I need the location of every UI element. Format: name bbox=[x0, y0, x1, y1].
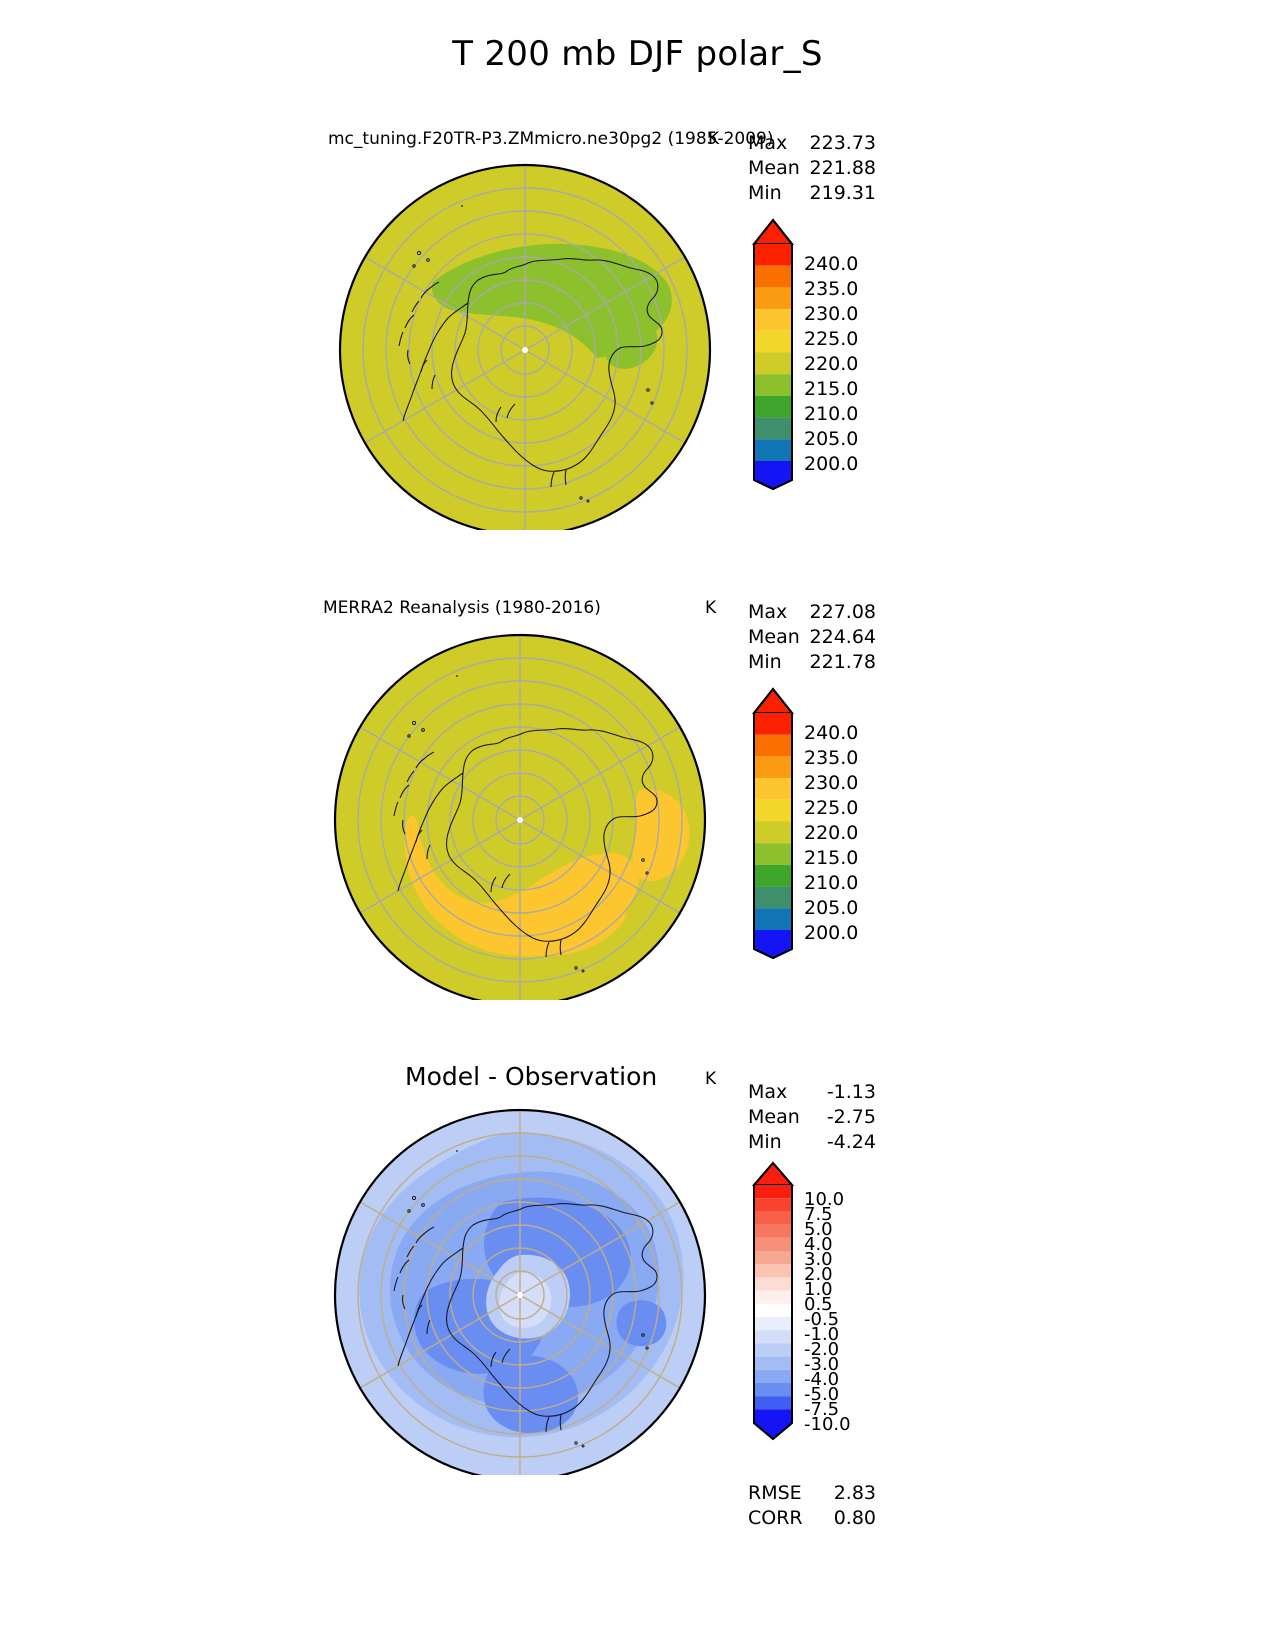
islands bbox=[407, 1150, 649, 1448]
stat-label: Min bbox=[748, 651, 782, 673]
stat-label: Min bbox=[748, 182, 782, 204]
colorbar-model: 240.0 235.0 230.0 225.0 220.0 215.0 210.… bbox=[751, 214, 858, 495]
cbar-tick: 205.0 bbox=[804, 897, 859, 919]
stat-label: Max bbox=[748, 132, 788, 154]
panel-observation: MERRA2 Reanalysis (1980-2016) K Max 227.0… bbox=[0, 470, 1275, 1030]
stat-label: Mean bbox=[748, 626, 800, 648]
stat-label: Mean bbox=[748, 157, 800, 179]
colorbar-difference-swatches bbox=[751, 1161, 795, 1441]
colorbar-observation: 240.0 235.0 230.0 225.0 220.0 215.0 210.… bbox=[751, 683, 858, 964]
score-value: 0.80 bbox=[833, 1507, 876, 1529]
panel-model-unit: K bbox=[708, 129, 720, 149]
cbar-tick: 215.0 bbox=[804, 378, 859, 400]
colorbar-difference: 10.0 7.5 5.0 4.0 3.0 2.0 1.0 0.5 -0.5 -1… bbox=[751, 1159, 851, 1448]
cbar-tick: 235.0 bbox=[804, 278, 859, 300]
panel-model-stats: Max 223.73 Mean 221.88 Min 219.31 bbox=[748, 131, 876, 206]
stat-value: 221.88 bbox=[809, 157, 876, 179]
stat-label: Max bbox=[748, 601, 788, 623]
south-pole-marker bbox=[522, 347, 528, 353]
cbar-tick: -10.0 bbox=[804, 1414, 851, 1435]
cbar-tick: 225.0 bbox=[804, 797, 859, 819]
antarctica-coastline bbox=[398, 257, 663, 488]
islands bbox=[407, 675, 649, 973]
cbar-tick: -1.0 bbox=[804, 1324, 840, 1345]
cbar-tick: 235.0 bbox=[804, 747, 859, 769]
panel-model-title: mc_tuning.F20TR-P3.ZMmicro.ne30pg2 (1985… bbox=[328, 129, 774, 149]
cbar-tick: 230.0 bbox=[804, 772, 859, 794]
antarctica-coastline bbox=[393, 1202, 658, 1433]
cbar-tick: 4.0 bbox=[804, 1234, 833, 1255]
south-pole-marker bbox=[517, 817, 523, 823]
cbar-tick: -2.0 bbox=[804, 1339, 840, 1360]
panel-difference: Model - Observation K Max -1.13 Mean -2.75… bbox=[0, 940, 1275, 1650]
stat-value: 223.73 bbox=[809, 132, 876, 154]
map-outline bbox=[333, 633, 707, 1000]
cbar-tick: 200.0 bbox=[804, 453, 859, 475]
panel-difference-title: Model - Observation bbox=[405, 1062, 658, 1091]
stat-value: 224.64 bbox=[809, 626, 876, 648]
stat-value: -2.75 bbox=[826, 1106, 876, 1128]
islands bbox=[412, 205, 654, 503]
cbar-tick: 220.0 bbox=[804, 353, 859, 375]
south-pole-marker bbox=[517, 1292, 523, 1298]
cbar-tick: -3.0 bbox=[804, 1354, 840, 1375]
cbar-tick: 1.0 bbox=[804, 1279, 833, 1300]
cbar-tick: 7.5 bbox=[804, 1204, 833, 1225]
cbar-tick: -7.5 bbox=[804, 1399, 840, 1420]
panel-observation-unit: K bbox=[705, 598, 717, 618]
colorbar-difference-labels: 10.0 7.5 5.0 4.0 3.0 2.0 1.0 0.5 -0.5 -1… bbox=[804, 1159, 900, 1444]
cbar-tick: 2.0 bbox=[804, 1264, 833, 1285]
score-label: RMSE bbox=[748, 1482, 802, 1504]
stat-value: 221.78 bbox=[809, 651, 876, 673]
colorbar-model-labels: 240.0 235.0 230.0 225.0 220.0 215.0 210.… bbox=[804, 214, 894, 491]
antarctica-coastline bbox=[393, 727, 658, 958]
cbar-tick: 240.0 bbox=[804, 722, 859, 744]
colorbar-observation-labels: 240.0 235.0 230.0 225.0 220.0 215.0 210.… bbox=[804, 683, 894, 960]
contour-band-neg1-neg05-pole bbox=[499, 1272, 552, 1328]
cbar-tick: 200.0 bbox=[804, 922, 859, 944]
panel-observation-stats: Max 227.08 Mean 224.64 Min 221.78 bbox=[748, 600, 876, 675]
cbar-tick: 5.0 bbox=[804, 1219, 833, 1240]
cbar-tick: 10.0 bbox=[804, 1189, 845, 1210]
cbar-tick: 230.0 bbox=[804, 303, 859, 325]
cbar-tick: -5.0 bbox=[804, 1384, 840, 1405]
cbar-tick: 0.5 bbox=[804, 1294, 833, 1315]
panel-observation-title: MERRA2 Reanalysis (1980-2016) bbox=[323, 598, 601, 618]
stat-value: 219.31 bbox=[809, 182, 876, 204]
contour-band-neg4-neg3-south bbox=[483, 1355, 579, 1434]
score-value: 2.83 bbox=[833, 1482, 876, 1504]
stat-label: Min bbox=[748, 1131, 782, 1153]
figure-title: T 200 mb DJF polar_S bbox=[452, 34, 823, 74]
cbar-tick: 225.0 bbox=[804, 328, 859, 350]
cbar-tick: 3.0 bbox=[804, 1249, 833, 1270]
cbar-tick: 205.0 bbox=[804, 428, 859, 450]
panel-model: mc_tuning.F20TR-P3.ZMmicro.ne30pg2 (1985… bbox=[0, 0, 1275, 560]
colorbar-observation-swatches bbox=[751, 687, 795, 960]
cbar-tick: 210.0 bbox=[804, 872, 859, 894]
cbar-tick: 240.0 bbox=[804, 253, 859, 275]
map-outline bbox=[333, 1108, 707, 1475]
panel-difference-unit: K bbox=[705, 1069, 717, 1089]
score-label: CORR bbox=[748, 1507, 803, 1529]
panel-difference-stats: Max -1.13 Mean -2.75 Min -4.24 bbox=[748, 1080, 876, 1155]
cbar-tick: 210.0 bbox=[804, 403, 859, 425]
map-difference bbox=[333, 1108, 707, 1475]
cbar-tick: 215.0 bbox=[804, 847, 859, 869]
cbar-tick: 220.0 bbox=[804, 822, 859, 844]
stat-value: 227.08 bbox=[809, 601, 876, 623]
map-observation bbox=[333, 633, 707, 1000]
map-model bbox=[338, 163, 712, 530]
cbar-tick: -0.5 bbox=[804, 1309, 840, 1330]
map-outline bbox=[338, 163, 712, 530]
contour-band-225-230-east bbox=[632, 789, 690, 882]
stat-label: Max bbox=[748, 1081, 788, 1103]
colorbar-model-swatches bbox=[751, 218, 795, 491]
stat-value: -1.13 bbox=[826, 1081, 876, 1103]
stat-value: -4.24 bbox=[826, 1131, 876, 1153]
cbar-tick: -4.0 bbox=[804, 1369, 840, 1390]
panel-difference-scores: RMSE 2.83 CORR 0.80 bbox=[748, 1481, 876, 1531]
stat-label: Mean bbox=[748, 1106, 800, 1128]
